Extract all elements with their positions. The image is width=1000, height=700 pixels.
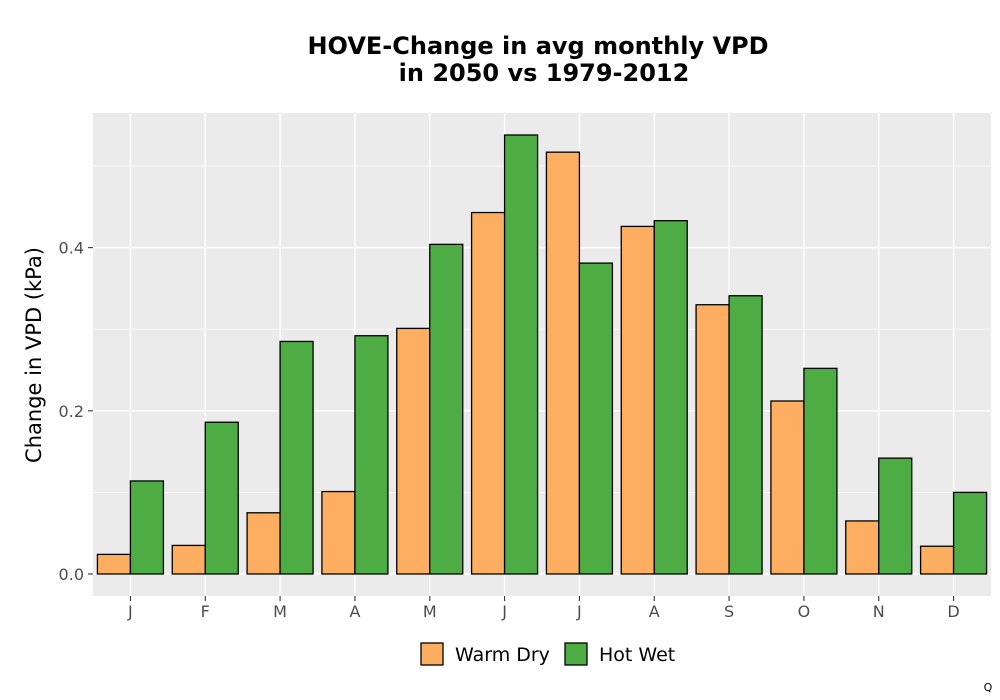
x-tick-label: S bbox=[724, 602, 734, 621]
x-tick-label: J bbox=[576, 602, 582, 621]
bar-warm-dry-10 bbox=[845, 520, 880, 575]
bar-warm-dry-4 bbox=[396, 327, 431, 575]
x-tick-label: M bbox=[423, 602, 437, 621]
bar-warm-dry-2 bbox=[246, 512, 281, 575]
bar-hot-wet-3 bbox=[354, 335, 389, 575]
bar-warm-dry-5 bbox=[470, 211, 506, 575]
bar-warm-dry-0 bbox=[96, 553, 132, 575]
corner-mark: Q bbox=[984, 681, 993, 694]
bar-warm-dry-6 bbox=[545, 151, 581, 575]
bars bbox=[96, 134, 988, 575]
x-tick-label: A bbox=[349, 602, 360, 621]
bar-hot-wet-5 bbox=[503, 134, 539, 575]
chart-title-line-2: in 2050 vs 1979-2012 bbox=[399, 59, 690, 87]
bar-warm-dry-8 bbox=[695, 304, 730, 575]
bar-hot-wet-6 bbox=[578, 262, 614, 575]
legend-label-hot-wet: Hot Wet bbox=[599, 644, 675, 666]
bar-hot-wet-7 bbox=[653, 220, 688, 575]
bar-warm-dry-7 bbox=[620, 225, 655, 575]
chart-title: HOVE-Change in avg monthly VPD in 2050 v… bbox=[307, 32, 768, 87]
chart-title-line-1: HOVE-Change in avg monthly VPD bbox=[307, 32, 768, 60]
bar-hot-wet-10 bbox=[878, 457, 913, 575]
legend-label-warm-dry: Warm Dry bbox=[455, 644, 550, 666]
axes: 0.0 0.2 0.4 J F M A M J J A S O N D bbox=[59, 239, 960, 621]
x-tick-label: F bbox=[201, 602, 210, 621]
bar-hot-wet-0 bbox=[129, 480, 165, 575]
y-axis-title: Change in VPD (kPa) bbox=[22, 247, 46, 463]
bar-warm-dry-11 bbox=[919, 545, 955, 575]
bar-hot-wet-8 bbox=[728, 295, 763, 575]
plot-panel bbox=[93, 113, 991, 596]
x-tick-label: D bbox=[947, 602, 959, 621]
bar-warm-dry-3 bbox=[321, 490, 356, 575]
legend-key-warm-dry bbox=[420, 642, 444, 666]
legend: Warm Dry Hot Wet bbox=[420, 642, 675, 666]
bar-hot-wet-4 bbox=[429, 243, 464, 575]
x-tick-label: N bbox=[873, 602, 885, 621]
y-tick-label: 0.4 bbox=[59, 239, 84, 258]
legend-key-hot-wet bbox=[564, 642, 588, 666]
y-tick-label: 0.0 bbox=[59, 565, 84, 584]
bar-hot-wet-11 bbox=[952, 491, 988, 575]
bar-warm-dry-9 bbox=[770, 400, 805, 575]
x-tick-label: J bbox=[501, 602, 507, 621]
bar-warm-dry-1 bbox=[171, 544, 206, 575]
x-tick-label: A bbox=[649, 602, 660, 621]
bar-hot-wet-2 bbox=[279, 340, 314, 575]
y-tick-label: 0.2 bbox=[59, 402, 84, 421]
x-tick-label: M bbox=[273, 602, 287, 621]
x-tick-label: O bbox=[798, 602, 811, 621]
bar-hot-wet-9 bbox=[803, 367, 838, 575]
bar-hot-wet-1 bbox=[204, 421, 239, 575]
x-tick-label: J bbox=[127, 602, 133, 621]
